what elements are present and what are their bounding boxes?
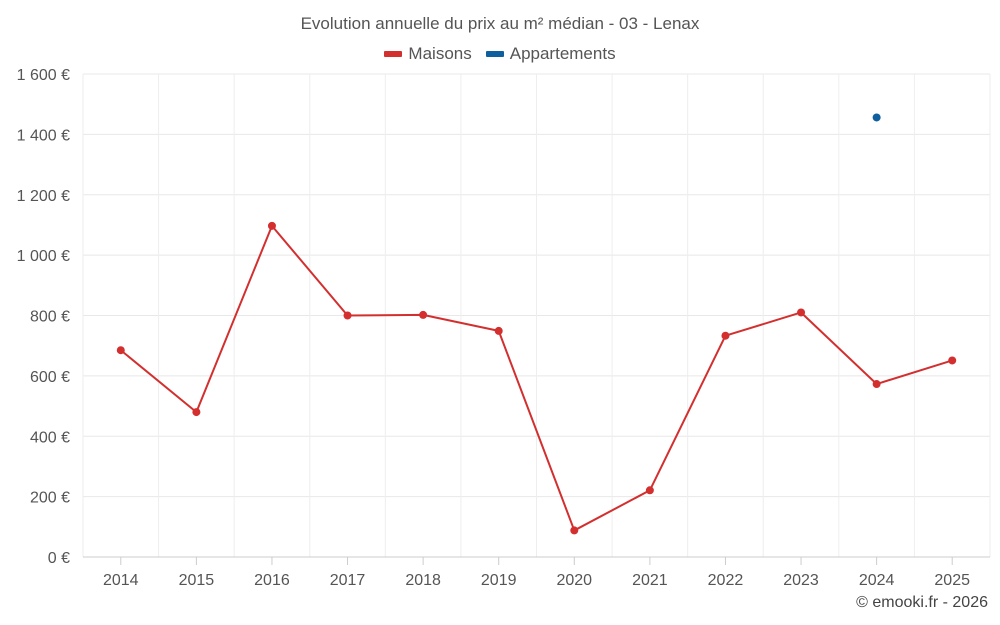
data-point-maisons-2022	[721, 331, 730, 340]
data-point-maisons-2016	[267, 221, 276, 230]
legend-label-maisons: Maisons	[408, 44, 472, 63]
data-point-maisons-2023	[797, 308, 806, 317]
y-tick-label: 600 €	[30, 369, 70, 386]
grid	[82, 73, 991, 557]
x-tick-label: 2023	[783, 572, 819, 589]
y-tick-label: 800 €	[30, 309, 70, 326]
data-point-maisons-2024	[872, 380, 881, 389]
legend: Maisons Appartements	[0, 44, 1000, 64]
y-tick-label: 1 000 €	[17, 248, 70, 265]
data-point-maisons-2019	[494, 326, 503, 335]
data-point-maisons-2025	[948, 356, 957, 365]
credits: © emooki.fr - 2026	[856, 594, 988, 611]
axes: 0 € 200 € 400 € 600 € 800 € 1 000 € 1 200 € 1 4…	[17, 67, 990, 589]
x-tick-label: 2018	[405, 572, 441, 589]
data-point-maisons-2018	[419, 310, 428, 319]
y-tick-label: 200 €	[30, 490, 70, 507]
data-point-maisons-2021	[645, 486, 654, 495]
y-tick-label: 400 €	[30, 429, 70, 446]
chart-title: Evolution annuelle du prix au m² médian …	[300, 14, 700, 33]
legend-swatch-maisons	[384, 51, 403, 57]
series	[116, 113, 957, 535]
x-tick-label: 2015	[179, 572, 215, 589]
x-tick-label: 2024	[859, 572, 895, 589]
x-tick-label: 2020	[556, 572, 592, 589]
data-point-appartements-2024	[872, 113, 881, 122]
y-tick-label: 1 400 €	[17, 127, 70, 144]
legend-item-maisons[interactable]: Maisons	[384, 44, 472, 64]
series-line-maisons	[120, 224, 953, 532]
x-tick-label: 2019	[481, 572, 517, 589]
x-tick-label: 2017	[330, 572, 366, 589]
x-tick-label: 2021	[632, 572, 668, 589]
legend-item-appartements[interactable]: Appartements	[485, 44, 616, 64]
legend-label-appartements: Appartements	[509, 44, 616, 63]
data-point-maisons-2017	[343, 311, 352, 320]
x-tick-label: 2022	[708, 572, 744, 589]
x-tick-label: 2025	[934, 572, 970, 589]
legend-swatch-appartements	[485, 51, 504, 57]
x-tick-label: 2014	[103, 572, 139, 589]
data-point-maisons-2015	[192, 408, 201, 417]
y-tick-label: 1 600 €	[17, 67, 70, 84]
x-tick-label: 2016	[254, 572, 290, 589]
data-point-maisons-2020	[570, 526, 579, 535]
data-point-maisons-2014	[116, 346, 125, 355]
y-tick-label: 0 €	[48, 550, 70, 567]
y-tick-label: 1 200 €	[17, 188, 70, 205]
